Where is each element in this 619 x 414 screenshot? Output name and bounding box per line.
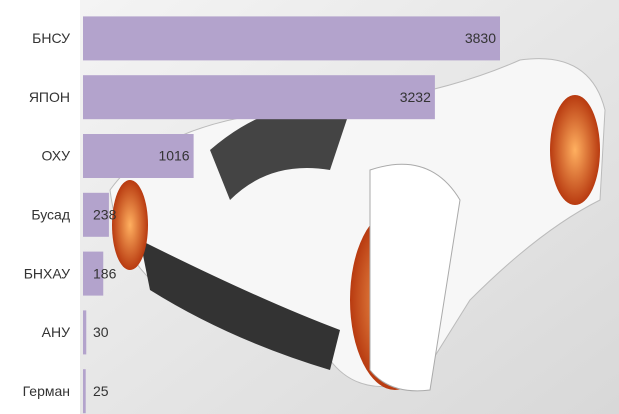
bar xyxy=(83,251,104,296)
bar xyxy=(83,16,500,61)
category-label: АНУ xyxy=(42,324,70,340)
bar xyxy=(83,134,194,178)
value-label: 25 xyxy=(93,383,109,399)
category-label: Герман xyxy=(23,383,70,399)
value-label: 186 xyxy=(93,265,117,281)
bar xyxy=(83,75,435,120)
category-label: БНХАУ xyxy=(24,265,70,281)
value-label: 1016 xyxy=(158,148,189,164)
bar xyxy=(83,310,87,355)
value-label: 3830 xyxy=(465,30,496,46)
background-image xyxy=(80,0,619,414)
value-label: 30 xyxy=(93,324,109,340)
category-label: БНСУ xyxy=(32,30,70,46)
value-label: 238 xyxy=(93,207,117,223)
category-label: ЯПОН xyxy=(29,89,70,105)
category-label: ОХУ xyxy=(42,148,71,164)
bar xyxy=(83,192,109,237)
value-label: 3232 xyxy=(400,89,431,105)
bar xyxy=(83,369,86,414)
category-label: Бусад xyxy=(31,207,70,223)
